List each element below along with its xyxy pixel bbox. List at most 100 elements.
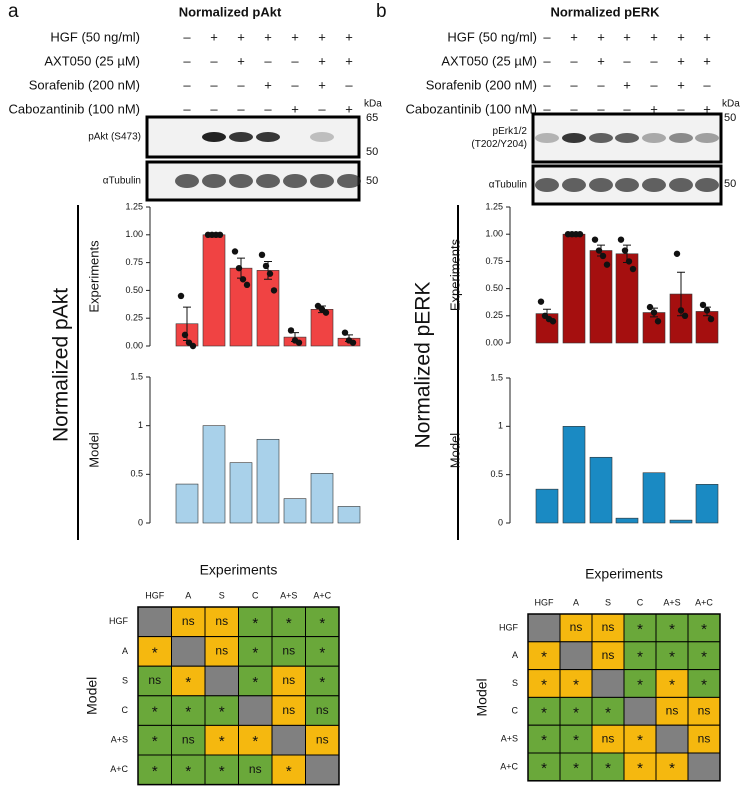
data-point: [603, 261, 611, 268]
matrix-cell-text: *: [669, 621, 675, 638]
bar: [256, 438, 280, 524]
treatment-sign: –: [677, 101, 685, 116]
data-point: [677, 307, 685, 314]
matrix-cell: [527, 613, 561, 643]
y-tick-label: 0.50: [125, 285, 143, 295]
blot-label: (T202/Y204): [471, 139, 527, 150]
treatment-sign: +: [597, 53, 605, 68]
matrix-col-label: HGF: [145, 590, 165, 600]
y-tick-label: 1.5: [490, 372, 503, 382]
bar: [669, 519, 693, 524]
treatment-sign: +: [677, 29, 685, 44]
matrix-cell: [591, 613, 625, 643]
bar: [337, 506, 361, 524]
treatment-label: Cabozantinib (100 nM): [8, 101, 140, 116]
blot-band: [229, 174, 253, 188]
panel-title: Normalized pAkt: [179, 4, 282, 19]
matrix-cell: [623, 724, 657, 754]
data-point: [629, 265, 637, 273]
y-tick-label: 1.25: [125, 201, 143, 211]
matrix-cell: [591, 752, 625, 782]
matrix-cell-text: ns: [316, 732, 329, 746]
matrix-cell-text: *: [286, 615, 292, 632]
treatment-sign: –: [597, 101, 605, 116]
matrix-col-label: C: [252, 590, 259, 600]
matrix-cell-text: *: [637, 676, 643, 693]
data-point: [617, 236, 625, 243]
data-point: [703, 307, 711, 314]
y-tick-label: 0.5: [490, 469, 503, 479]
matrix-cell: [559, 613, 593, 643]
matrix-title: Experiments: [585, 566, 663, 582]
matrix-cell: [271, 724, 306, 756]
matrix-cell-text: *: [152, 644, 158, 661]
treatment-sign: +: [623, 77, 631, 92]
matrix-cell-text: *: [286, 763, 292, 780]
matrix-col-label: A+C: [695, 597, 713, 607]
matrix-cell: [305, 754, 340, 786]
data-point: [654, 318, 662, 325]
treatment-sign: +: [291, 101, 299, 116]
blot-band: [562, 178, 586, 192]
matrix-cell-text: *: [669, 649, 675, 666]
treatment-sign: –: [264, 53, 272, 68]
matrix-row-label: C: [512, 706, 519, 716]
matrix-cell-text: *: [185, 763, 191, 780]
blot-band: [615, 178, 639, 192]
y-tick-label: 0.00: [125, 340, 143, 350]
matrix-cell-text: *: [541, 649, 547, 666]
matrix-col-label: S: [605, 597, 611, 607]
blot-frame: [145, 115, 361, 159]
data-point: [537, 298, 545, 305]
matrix-cell-text: *: [637, 649, 643, 666]
kda-marker: 50: [724, 112, 736, 124]
bar: [256, 270, 280, 347]
matrix-cell: [271, 606, 306, 638]
blot-label: αTubulin: [103, 176, 141, 187]
blot-band: [669, 133, 693, 143]
matrix-cell-text: *: [319, 644, 325, 661]
model-label: Model: [86, 432, 101, 468]
y-tick-label: 0.00: [485, 337, 503, 347]
treatment-sign: +: [210, 29, 218, 44]
data-point: [270, 287, 278, 294]
matrix-row-label: S: [512, 678, 518, 688]
matrix-cell-text: *: [701, 621, 707, 638]
data-point: [699, 301, 707, 309]
data-point: [239, 276, 247, 283]
bar: [615, 517, 639, 524]
matrix-cell: [271, 665, 306, 697]
y-tick-label: 0.75: [125, 257, 143, 267]
matrix-row-label: A+C: [500, 761, 518, 771]
bar: [310, 309, 334, 347]
bar: [562, 426, 586, 524]
treatment-label: Sorafenib (200 nM): [29, 77, 140, 92]
matrix-cell: [171, 636, 206, 667]
data-point: [621, 247, 629, 254]
matrix-cell-text: ns: [282, 703, 295, 717]
exp-label: Experiments: [447, 238, 462, 311]
kda-marker: 50: [366, 175, 378, 187]
treatment-sign: –: [597, 77, 605, 92]
treatment-sign: +: [237, 29, 245, 44]
y-tick-label: 0.75: [485, 256, 503, 266]
blot-band: [283, 174, 307, 188]
treatment-sign: –: [345, 77, 353, 92]
data-point: [177, 292, 185, 300]
matrix-cell: [137, 606, 172, 638]
blot-band: [310, 132, 334, 142]
blot-band: [535, 178, 559, 192]
blot-band: [175, 174, 199, 188]
matrix-row-label: HGF: [499, 622, 519, 632]
treatment-sign: –: [183, 77, 191, 92]
treatment-sign: +: [291, 29, 299, 44]
blot-band: [642, 178, 666, 192]
y-tick-label: 1: [138, 420, 143, 430]
data-point: [591, 236, 599, 243]
matrix-cell-text: *: [219, 733, 225, 750]
data-point: [235, 264, 243, 272]
treatment-sign: –: [264, 101, 272, 116]
panel-letter: a: [8, 1, 19, 22]
matrix-cell-text: ns: [215, 644, 228, 658]
matrix-col-label: A: [573, 597, 579, 607]
